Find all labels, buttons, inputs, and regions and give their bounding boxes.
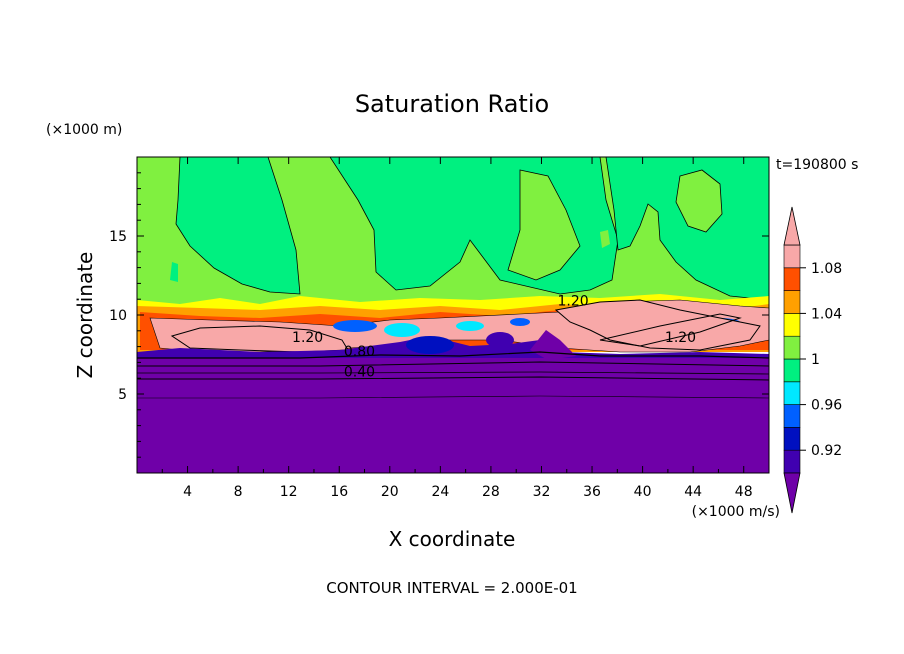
colorbar-band: [783, 381, 801, 405]
y-tick-label: 5: [118, 387, 127, 403]
x-tick-label: 32: [533, 484, 551, 500]
colorbar-min-arrow: [783, 472, 801, 514]
colorbar-band: [783, 358, 801, 383]
x-axis-label: X coordinate: [389, 527, 516, 551]
x-tick-label: 16: [330, 484, 348, 500]
contour-region-plume: [175, 157, 301, 295]
x-tick-label: 36: [583, 484, 601, 500]
x-tick-label: 8: [234, 484, 243, 500]
time-label: t=190800 s: [776, 157, 858, 173]
contour-region-pocket: [675, 169, 723, 233]
contour-region-subsaturated: [510, 318, 530, 326]
x-unit-label: (×1000 m/s): [692, 504, 780, 520]
x-tick-label: 24: [431, 484, 449, 500]
colorbar-band: [783, 427, 801, 451]
y-axis-label: Z coordinate: [73, 252, 97, 379]
contour-region-subsaturated: [333, 320, 377, 332]
colorbar-tick-label: 0.96: [811, 398, 842, 414]
x-tick-label: 20: [381, 484, 399, 500]
colorbar-tick-label: 1.04: [811, 306, 842, 322]
x-tick-label: 4: [183, 484, 192, 500]
contour-label: 1.20: [665, 330, 696, 346]
colorbar-tick-label: 1.08: [811, 261, 842, 277]
x-tick-label: 44: [684, 484, 702, 500]
contour-line-0.40: [137, 376, 769, 381]
contour-region-pocket: [600, 230, 610, 248]
x-tick-label: 48: [735, 484, 753, 500]
colorbar-max-arrow: [783, 206, 801, 246]
colorbar-band: [783, 267, 801, 291]
colorbar-band: [783, 335, 801, 360]
contour-line: [137, 351, 769, 359]
y-axis: 5 10 15: [109, 172, 769, 458]
x-axis: 4 8 12 16 20 24 28 32 36 40 44 48: [161, 157, 753, 500]
x-tick-label: 40: [634, 484, 652, 500]
colorbar-band: [783, 244, 801, 269]
colorbar-band: [783, 313, 801, 337]
contour-line-1.20: [170, 325, 349, 353]
chart-title: Saturation Ratio: [355, 90, 549, 118]
contour-line-1.20: [554, 299, 761, 351]
contour-label: 1.20: [557, 294, 588, 310]
contour-line: [137, 395, 769, 399]
colorbar-band: [783, 290, 801, 314]
contour-labels: 1.20 1.20 0.80 0.40 1.20: [292, 294, 696, 381]
contour-region-dry: [137, 358, 769, 473]
colorbar: 1.08 1.04 1 0.96 0.92: [783, 206, 842, 514]
contour-region-subsaturated: [384, 323, 420, 337]
x-tick-label: 28: [482, 484, 500, 500]
y-tick-label: 10: [109, 308, 127, 324]
contour-region-pocket: [170, 262, 178, 282]
colorbar-tick-label: 1: [811, 352, 820, 368]
contour-line-0.80: [137, 361, 769, 367]
contour-line-1.20: [599, 313, 742, 347]
contour-line: [137, 371, 769, 375]
y-tick-label: 15: [109, 229, 127, 245]
contour-region-pocket: [507, 169, 581, 281]
contour-region-subsaturated: [486, 332, 514, 348]
contour-field: [137, 157, 769, 473]
colorbar-band: [783, 404, 801, 428]
colorbar-band: [783, 449, 801, 474]
contour-label: 0.40: [344, 365, 375, 381]
contour-label: 1.20: [292, 330, 323, 346]
x-tick-label: 12: [280, 484, 298, 500]
y-unit-label: (×1000 m): [46, 122, 122, 138]
contour-region-subsaturated: [406, 336, 454, 354]
contour-region-subsaturated: [456, 321, 484, 331]
contour-label: 0.80: [344, 344, 375, 360]
colorbar-tick-label: 0.92: [811, 443, 842, 459]
contour-interval-footer: CONTOUR INTERVAL = 2.000E-01: [326, 579, 577, 597]
